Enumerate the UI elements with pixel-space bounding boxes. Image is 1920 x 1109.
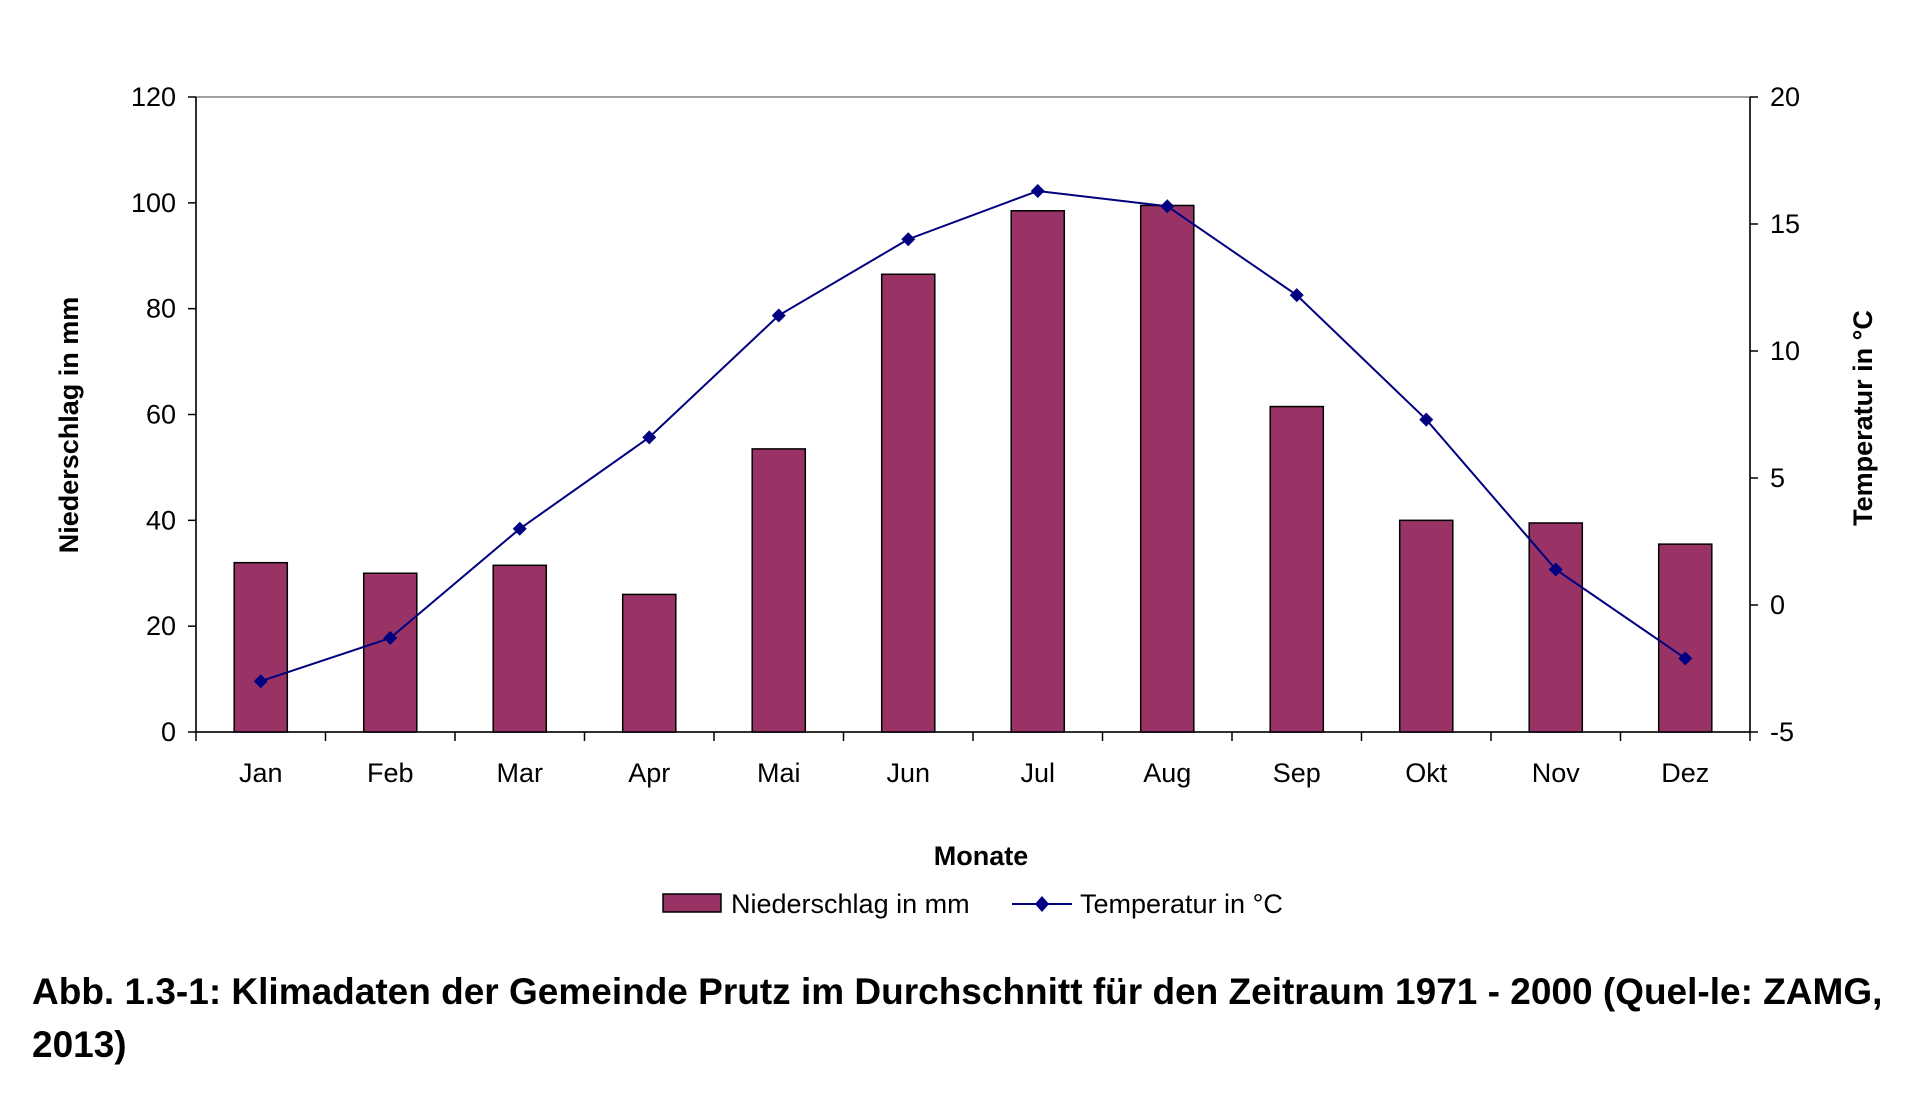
y-tick-label-left: 20 [146,611,176,641]
legend-marker-temperature [1035,896,1049,912]
x-tick-label: Jul [1020,758,1055,788]
y-tick-label-right: 20 [1770,82,1800,112]
x-tick-label: Feb [367,758,414,788]
point-temperature [1678,651,1693,666]
y-tick-label-right: 5 [1770,463,1785,493]
x-tick-label: Sep [1273,758,1321,788]
y-tick-label-left: 0 [161,717,176,747]
bar-precipitation [233,561,289,733]
point-temperature [383,631,398,646]
bar-precipitation [1139,204,1195,733]
y-tick-label-right: 10 [1770,336,1800,366]
y-tick-label-right: 0 [1770,590,1785,620]
y-tick-label-right: -5 [1770,717,1794,747]
y-tick-label-right: 15 [1770,209,1800,239]
legend: Niederschlag in mm Temperatur in °C [662,889,1283,919]
bar-precipitation [1398,519,1454,733]
x-tick-label: Jan [239,758,283,788]
bar-precipitation [880,273,936,733]
y-tick-label-left: 100 [131,188,176,218]
y-tick-label-left: 120 [131,82,176,112]
plot-frame [195,96,1751,733]
legend-swatch-precipitation [662,893,722,913]
y-tick-label-left: 40 [146,505,176,535]
x-tick-label: Apr [628,758,670,788]
line-temperature [260,189,1686,683]
bar-precipitation [1657,543,1713,733]
climate-chart: 0 20 40 60 80 100 120 -5 0 5 10 15 20 Jan Feb Mar Apr Mai… [54,82,1878,919]
bar-precipitation [362,572,418,733]
x-axis-title: Monate [934,841,1029,871]
point-temperature [642,430,657,445]
y-axis-title-left: Niederschlag in mm [54,297,84,554]
bar-precipitation [1528,522,1584,733]
bar-precipitation [621,593,677,733]
y-tick-label-left: 80 [146,294,176,324]
point-temperature [771,308,786,323]
y-axis-title-right: Temperatur in °C [1848,310,1878,526]
point-temperature [1289,288,1304,303]
legend-label-temperature: Temperatur in °C [1080,889,1283,919]
figure-caption: Abb. 1.3-1: Klimadaten der Gemeinde Prut… [32,971,1883,1065]
point-temperature [1548,562,1563,577]
y-tick-label-left: 60 [146,400,176,430]
point-temperature [253,674,268,689]
bar-precipitation [492,564,548,733]
bar-precipitation [1010,210,1066,733]
x-tick-label: Okt [1405,758,1448,788]
x-tick-label: Mar [497,758,544,788]
x-tick-label: Nov [1532,758,1581,788]
x-tick-label: Jun [886,758,930,788]
bar-precipitation [1269,405,1325,733]
x-tick-label: Dez [1661,758,1709,788]
point-temperature [901,232,916,247]
point-temperature [512,521,527,536]
point-temperature [1419,412,1434,427]
x-tick-label: Mai [757,758,801,788]
point-temperature [1160,199,1175,214]
legend-label-precipitation: Niederschlag in mm [731,889,970,919]
point-temperature [1030,183,1045,198]
x-tick-label: Aug [1143,758,1191,788]
bar-precipitation [751,448,807,733]
